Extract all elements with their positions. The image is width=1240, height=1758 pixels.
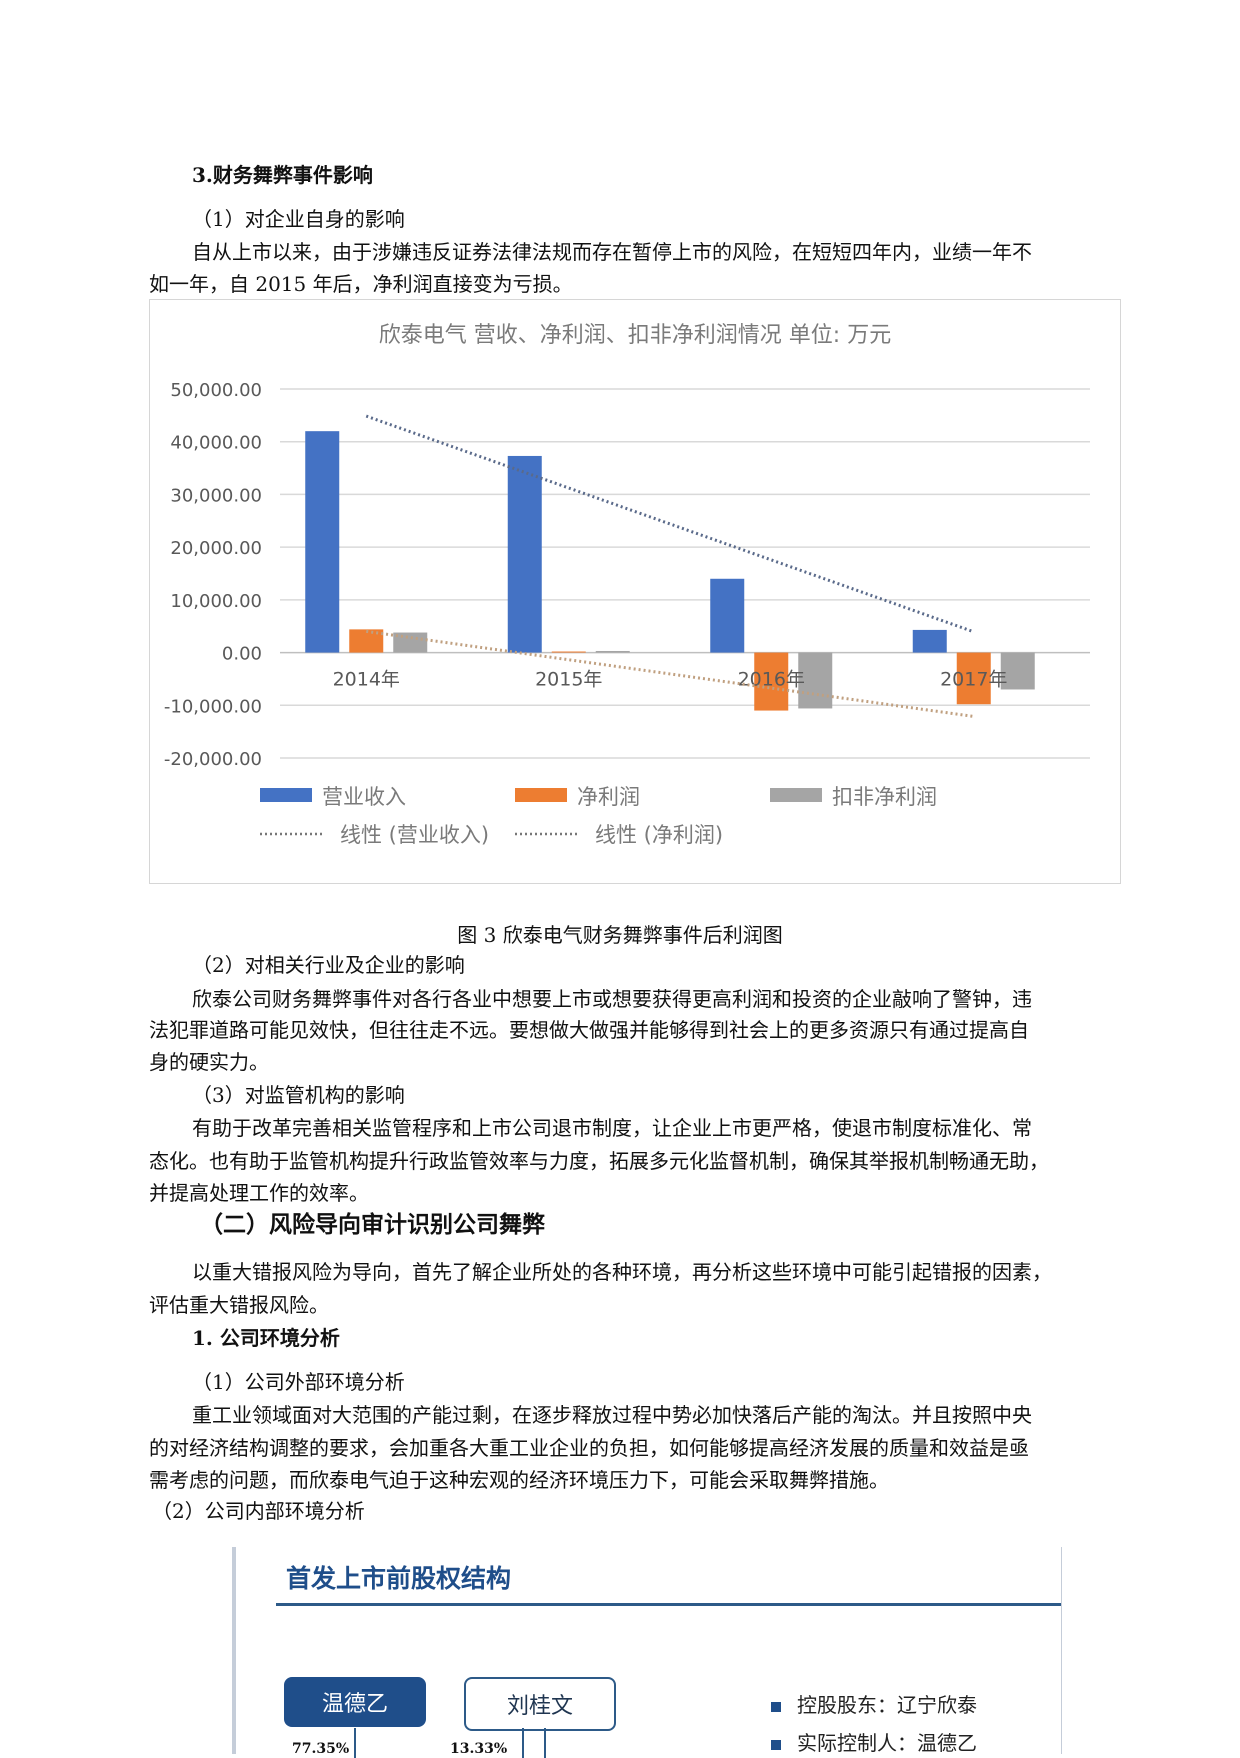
company-env-heading: 1. 公司环境分析 [192,1326,340,1350]
legend-swatch [515,788,567,802]
figure-caption: 图 3 欣泰电气财务舞弊事件后利润图 [457,923,783,947]
connector-line [544,1728,546,1758]
x-tick-label: 2014年 [333,669,400,691]
bar-扣非净利润 [595,650,630,653]
paragraph-line: 以重大错报风险为导向，首先了解企业所处的各种环境，再分析这些环境中可能引起错报的… [192,1260,1052,1284]
profit-chart: 欣泰电气 营收、净利润、扣非净利润情况 单位: 万元 50,000.00 40,00… [149,299,1121,884]
y-tick-label: 0.00 [222,644,262,665]
y-tick-label: 20,000.00 [170,538,262,559]
sub-heading-2: （2）对相关行业及企业的影响 [192,953,465,977]
trendline [366,629,974,718]
paragraph-line: 重工业领域面对大范围的产能过剩，在逐步释放过程中势必加快落后产能的淘汰。并且按照… [192,1403,1032,1427]
paragraph-line: 有助于改革完善相关监管程序和上市公司退市制度，让企业上市更严格，使退市制度标准化… [192,1116,1032,1140]
paragraph-line: 并提高处理工作的效率。 [149,1181,369,1205]
square-bullet-icon [771,1701,781,1712]
section-b-heading: （二）风险导向审计识别公司舞弊 [200,1211,545,1238]
x-tick-label: 2015年 [535,669,602,691]
section3-heading: 3.财务舞弊事件影响 [192,163,373,187]
square-bullet-icon [771,1739,781,1750]
bullet-item: 控股股东：辽宁欣泰 [771,1689,977,1718]
bar-营业收入 [507,455,542,653]
bar-营业收入 [912,629,947,653]
paragraph-line: 的对经济结构调整的要求，会加重各大重工业企业的负担，如何能够提高经济发展的质量和… [149,1436,1029,1460]
y-tick-label: 50,000.00 [170,380,262,401]
bar-营业收入 [305,431,340,653]
shareholder-node: 刘桂文 [464,1677,616,1731]
connector-line [354,1728,356,1758]
paragraph-line: 欣泰公司财务舞弊事件对各行各业中想要上市或想要获得更高利润和投资的企业敲响了警钟… [192,987,1032,1011]
legend-swatch [260,788,312,802]
paragraph-line: 评估重大错报风险。 [149,1293,329,1317]
legend-label: 扣非净利润 [832,785,937,809]
diagram-title: 首发上市前股权结构 [286,1564,512,1593]
legend-label: 线性 (净利润) [595,823,723,847]
bar-净利润 [551,651,586,653]
sub-heading-3: （3）对监管机构的影响 [192,1083,405,1107]
paragraph-line: 态化。也有助于监管机构提升行政监管效率与力度，拓展多元化监督机制，确保其举报机制… [149,1149,1049,1173]
y-tick-label: 30,000.00 [170,485,262,506]
paragraph-line: 自从上市以来，由于涉嫌违反证券法律法规而存在暂停上市的风险，在短短四年内，业绩一… [192,240,1032,264]
chart-title: 欣泰电气 营收、净利润、扣非净利润情况 单位: 万元 [379,323,891,348]
sub-heading-internal: （2）公司内部环境分析 [152,1499,365,1523]
legend-swatch [770,788,822,802]
legend-label: 营业收入 [322,785,406,809]
divider [276,1603,1061,1606]
paragraph-line: 身的硬实力。 [149,1050,269,1074]
y-tick-label: 40,000.00 [170,433,262,454]
paragraph-line: 法犯罪道路可能见效快，但往往走不远。要想做大做强并能够得到社会上的更多资源只有通… [149,1018,1029,1042]
bar-扣非净利润 [393,632,428,653]
x-tick-label: 2017年 [940,669,1007,691]
paragraph-line: 需考虑的问题，而欣泰电气迫于这种宏观的经济环境压力下，可能会采取舞弊措施。 [149,1468,889,1492]
shareholder-node: 温德乙 [284,1677,426,1727]
sub-heading-external: （1）公司外部环境分析 [192,1370,405,1394]
paragraph-line: 如一年，自 2015 年后，净利润直接变为亏损。 [149,272,573,296]
y-tick-label: -20,000.00 [164,749,262,770]
bar-净利润 [349,629,384,653]
legend-label: 线性 (营业收入) [340,823,489,847]
bar-营业收入 [710,578,745,653]
bar-净利润 [754,652,789,711]
bar-扣非净利润 [1000,652,1035,690]
bullet-item: 实际控制人：温德乙 [771,1727,977,1756]
legend-label: 净利润 [577,785,640,809]
bar-扣非净利润 [798,652,833,709]
share-percentage: 77.35% [292,1741,350,1757]
y-tick-label: -10,000.00 [164,696,262,717]
x-tick-label: 2016年 [738,669,805,691]
y-tick-label: 10,000.00 [170,591,262,612]
sub-heading-1: （1）对企业自身的影响 [192,207,405,231]
share-percentage: 13.33% [450,1741,508,1757]
bar-净利润 [956,652,991,705]
connector-line [522,1728,524,1758]
equity-structure-diagram: 首发上市前股权结构 温德乙 刘桂文 77.35% 13.33% 控股股东：辽宁欣… [232,1547,1062,1758]
